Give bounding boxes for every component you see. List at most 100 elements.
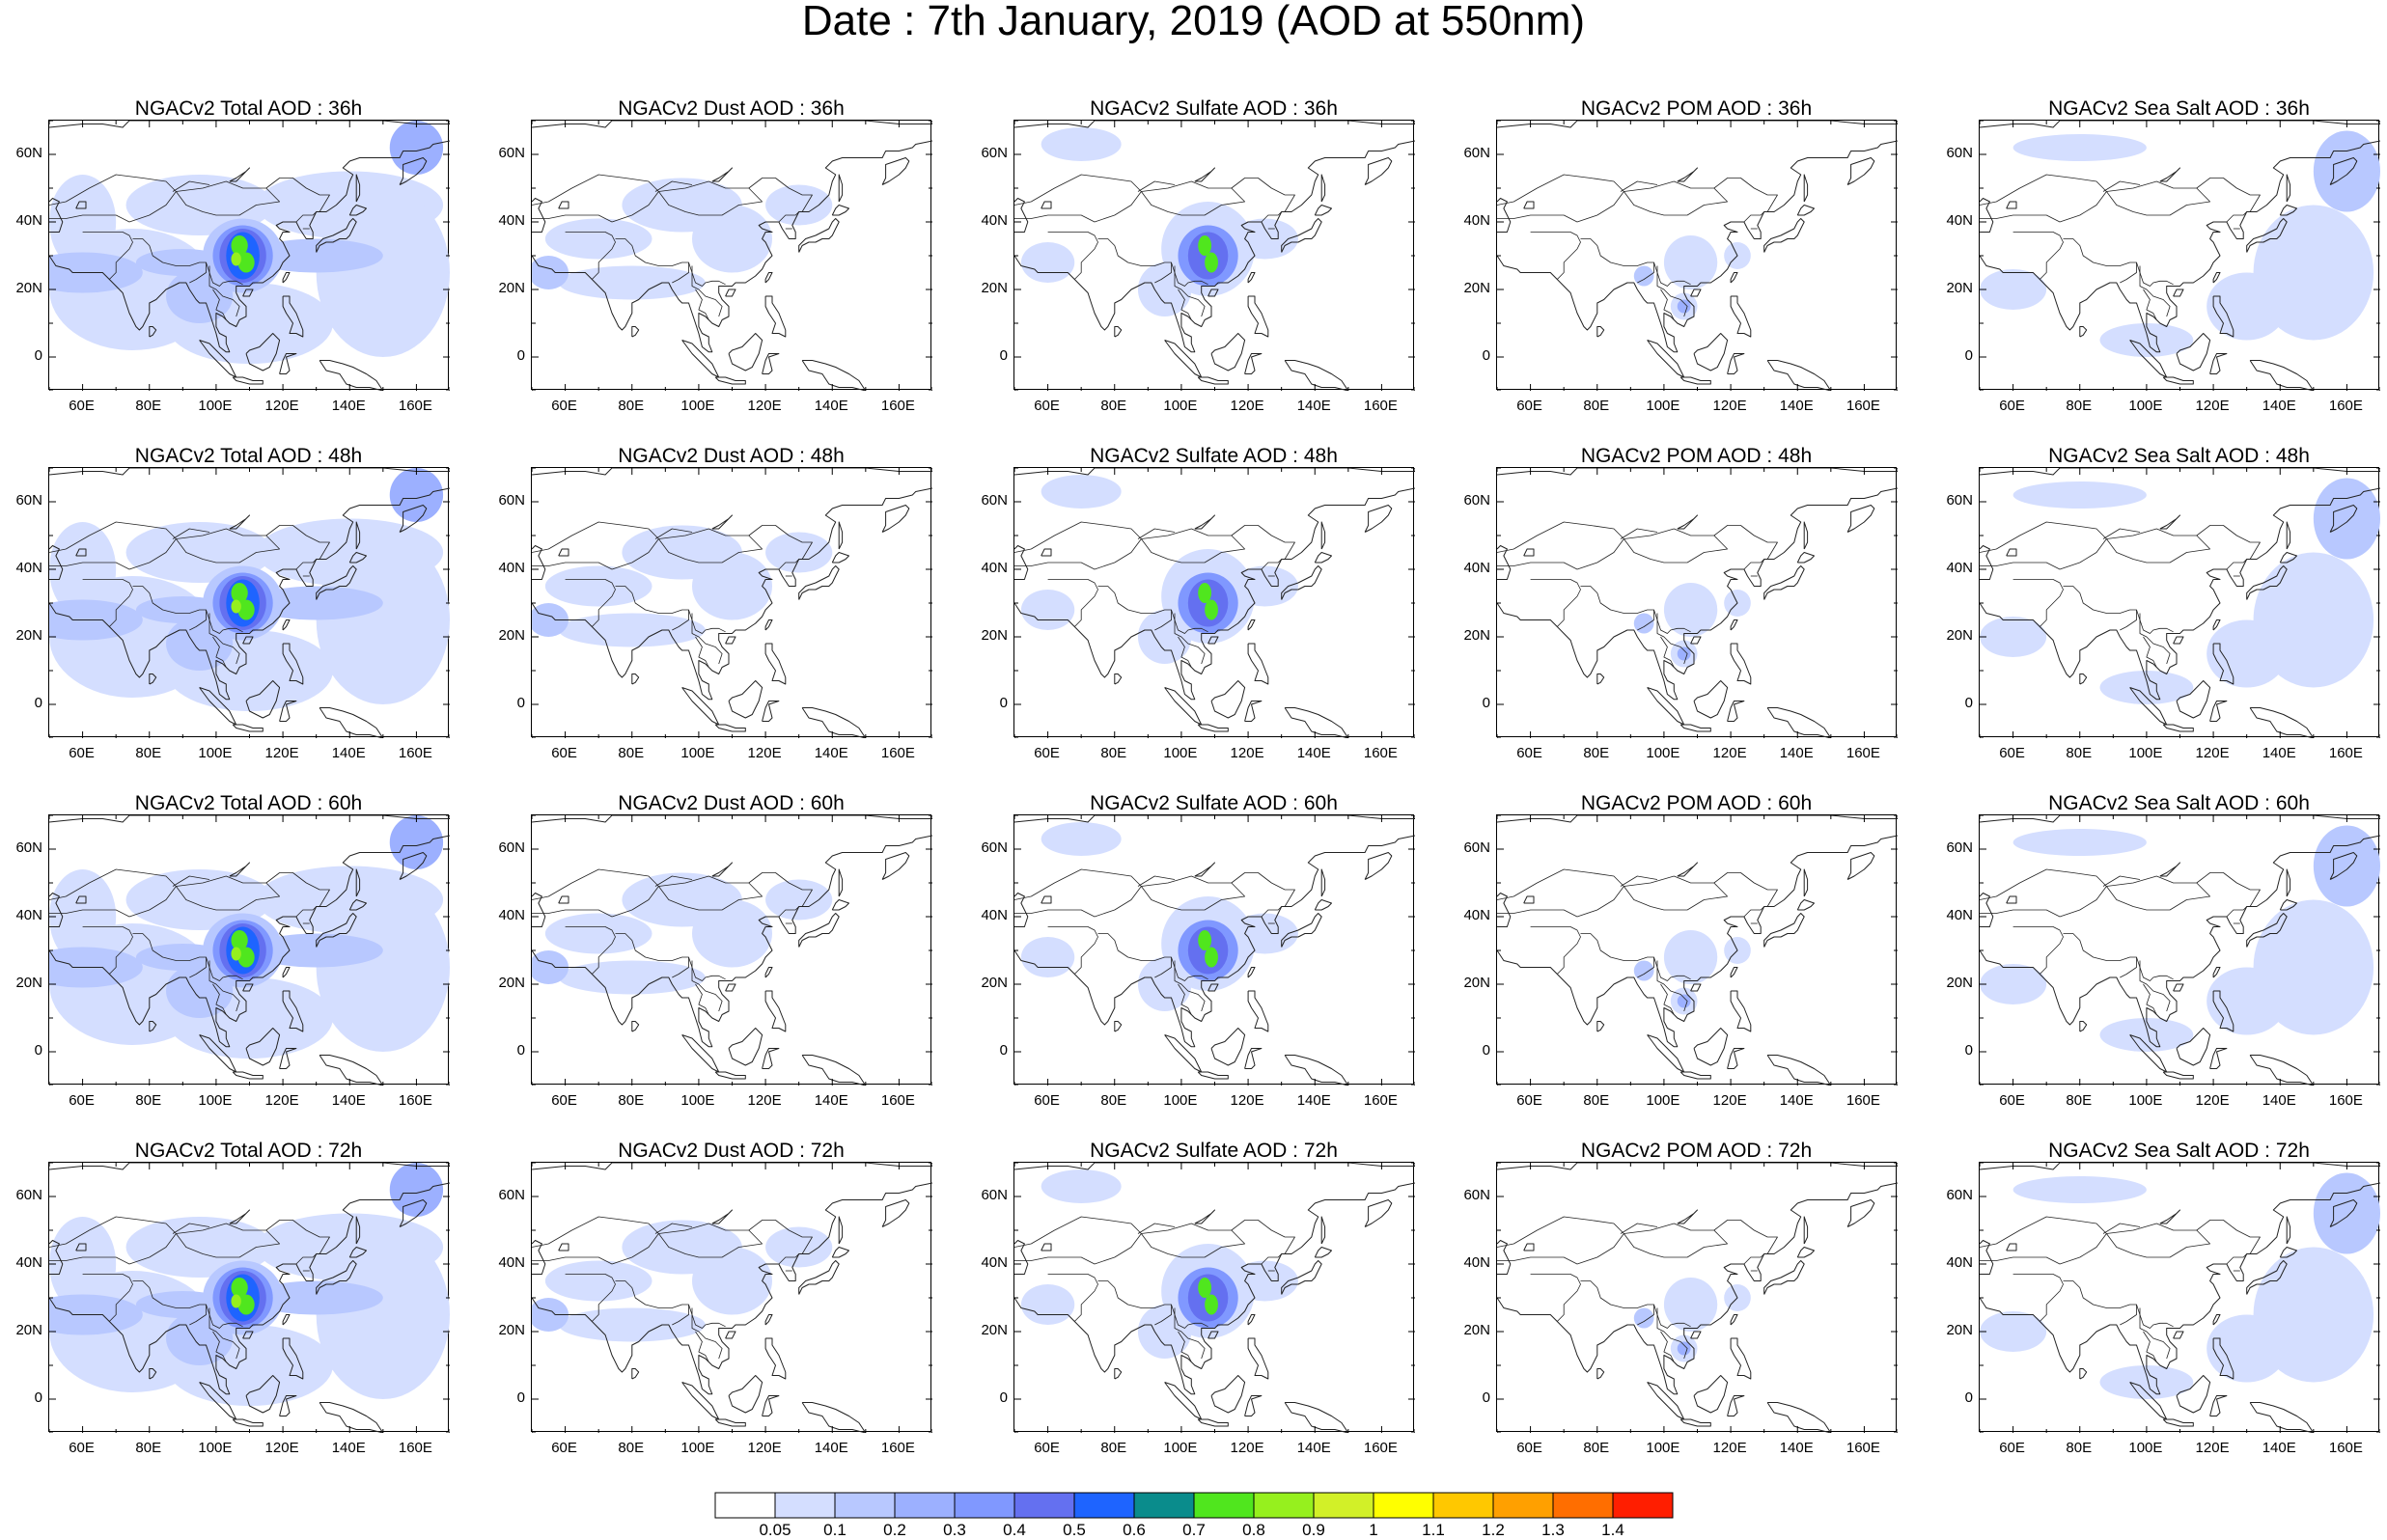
lon-tick-label: 140E [1296,1092,1331,1109]
lon-tick-label: 140E [1779,1092,1814,1109]
lon-tick-label: 140E [2262,745,2296,761]
map-panel: NGACv2 Sulfate AOD : 48h 60N 40N 20N 0 60E 80E… [981,446,1415,761]
panel-title: NGACv2 POM AOD : 36h [1580,97,1813,120]
coastline [282,990,304,1032]
lat-tick-label: 40N [1463,907,1490,923]
lon-tick-label: 160E [398,398,432,414]
aod-region [1205,599,1218,620]
colorbar-label: 1.4 [1601,1521,1624,1539]
aod-region [1663,583,1718,637]
country-border [691,1307,723,1360]
lon-tick-label: 100E [198,745,233,761]
colorbar-swatch [1253,1492,1315,1519]
lat-tick-label: 20N [15,975,42,991]
coastline [1314,1247,1332,1258]
coastline [1497,140,1898,353]
coastline [1497,893,1512,927]
country-border [1141,882,1246,911]
coastline [2212,619,2221,631]
coastline [355,174,361,203]
coastline [282,643,304,685]
coastline [558,201,569,209]
coastline [2212,1314,2221,1326]
country-border [49,872,330,918]
lon-tick-label: 80E [135,745,162,761]
coastline [1980,487,2380,701]
country-border [1497,1220,1778,1265]
country-border [695,1331,709,1362]
lon-tick-label: 100E [1646,1440,1680,1456]
country-border [2136,1304,2174,1329]
country-border [1014,868,1142,900]
country-border [778,906,799,918]
lat-tick-label: 20N [1463,975,1490,991]
aod-region [1205,1294,1218,1315]
coastline [149,326,157,338]
colorbar-label: 0.1 [823,1521,847,1539]
country-border [1141,535,1246,564]
coastline [279,701,297,722]
lat-tick-label: 20N [15,1322,42,1338]
country-border [1980,1216,2107,1248]
lon-tick-label: 100E [1163,398,1198,414]
coastline [1014,140,1415,353]
lat-tick-label: 20N [1463,1322,1490,1338]
country-border [658,187,763,216]
panel-title: NGACv2 Total AOD : 60h [134,792,363,814]
map-plot [48,120,450,391]
aod-region [1677,299,1691,314]
aod-region [1633,1307,1654,1329]
aod-region [237,599,255,620]
country-border [1624,187,1729,216]
country-border [565,579,616,627]
country-border [1980,521,2107,553]
colorbar-label: 0.9 [1302,1521,1325,1539]
country-border [132,1280,207,1326]
coastline [245,1375,281,1414]
coastline [532,545,546,580]
lat-tick-label: 60N [1463,839,1490,856]
country-border [1743,559,1764,570]
coastline [348,205,367,216]
lon-tick-label: 60E [69,1092,95,1109]
lon-tick-label: 140E [2262,1092,2296,1109]
coastline [831,552,849,564]
coastline [1041,201,1052,209]
country-border [1047,232,1098,280]
coastline [1320,1216,1326,1245]
lon-tick-label: 140E [814,1092,848,1109]
coastline [838,868,844,897]
lon-tick-label: 120E [2195,1092,2230,1109]
coastline [1596,1368,1605,1380]
aod-region [2207,967,2288,1035]
coastline [838,521,844,550]
lat-tick-label: 40N [498,907,525,923]
country-border [206,1304,243,1329]
coastline [2249,1055,2315,1086]
country-border [1178,636,1192,668]
country-border [658,882,763,911]
coastline [764,1337,787,1380]
lat-tick-label: 40N [15,1254,42,1271]
coastline [1647,687,1685,726]
country-border [1178,1331,1192,1362]
coastline [2173,289,2184,297]
lon-tick-label: 120E [2195,398,2230,414]
lat-tick-label: 40N [1463,212,1490,229]
lat-tick-label: 60N [498,1187,525,1203]
coastline [229,862,250,877]
country-border [1174,613,1206,665]
aod-region [2207,1314,2288,1383]
coastline [1041,895,1052,904]
colorbar-label: 0.7 [1182,1521,1206,1539]
coastline [232,1071,264,1080]
country-border [1530,579,1581,627]
coastline [1693,333,1729,371]
coastline [149,1021,157,1032]
coastline [1763,1260,1805,1295]
country-border [2143,636,2157,668]
coastline [532,1163,932,1170]
coastline [1247,643,1269,685]
coastline [49,545,64,580]
aod-region [389,1163,444,1217]
